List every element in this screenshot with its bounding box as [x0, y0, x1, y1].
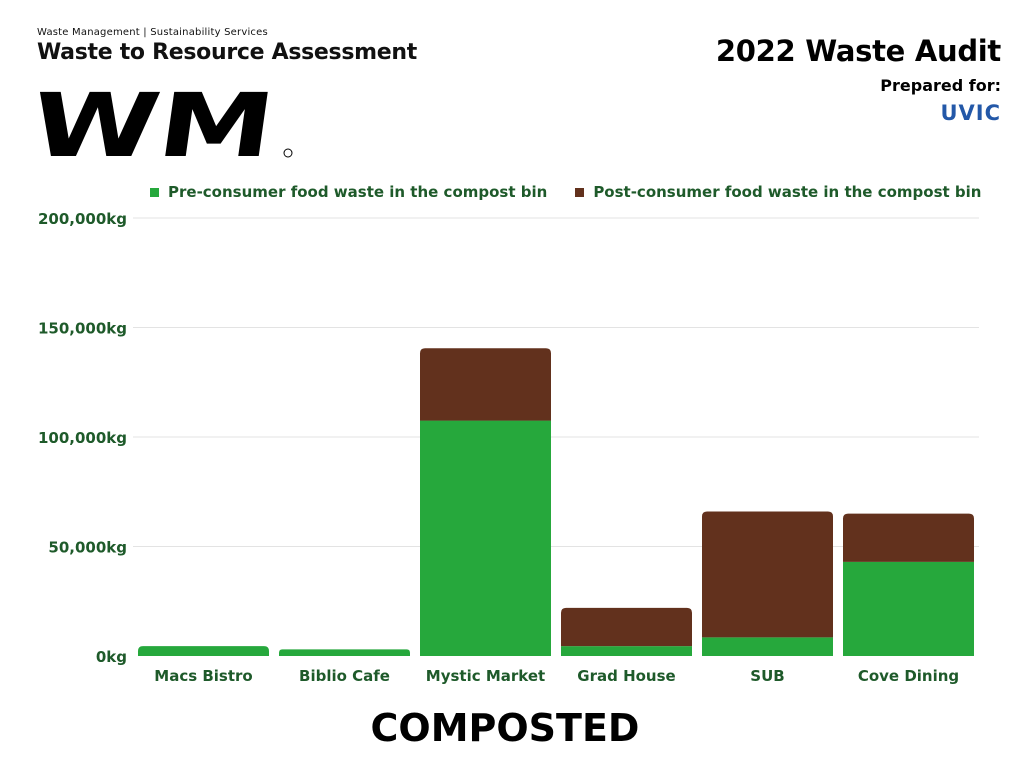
x-tick-label: SUB — [750, 667, 784, 685]
y-tick-label: 100,000kg — [38, 429, 127, 447]
bar-segment-post-consumer — [843, 513, 974, 562]
wm-logo: WM — [25, 74, 297, 177]
x-tick-label: Macs Bistro — [154, 667, 252, 685]
y-tick-label: 200,000kg — [38, 210, 127, 228]
report-subtitle: Waste Management | Sustainability Servic… — [37, 27, 268, 38]
bar-segment-post-consumer — [561, 607, 692, 647]
x-tick-label: Mystic Market — [426, 667, 545, 685]
y-tick-label: 0kg — [96, 648, 127, 666]
y-tick-label: 150,000kg — [38, 320, 127, 338]
svg-text:WM: WM — [37, 88, 281, 160]
client-logo: UVIC — [940, 101, 1001, 125]
report-header: Waste Management | Sustainability Servic… — [37, 27, 417, 65]
bar-segment-pre-consumer — [279, 649, 410, 656]
legend-item-pre-consumer: Pre-consumer food waste in the compost b… — [150, 183, 547, 201]
legend-swatch-pre-consumer — [150, 187, 159, 197]
prepared-for-label: Prepared for: — [880, 76, 1001, 95]
bar-segment-pre-consumer — [843, 561, 974, 656]
audit-header: 2022 Waste Audit Prepared for: UVIC — [716, 34, 1001, 125]
chart-legend: Pre-consumer food waste in the compost b… — [150, 183, 981, 201]
y-tick-label: 50,000kg — [48, 539, 127, 557]
legend-label-post-consumer: Post-consumer food waste in the compost … — [593, 183, 982, 201]
bar-segment-pre-consumer — [138, 646, 269, 656]
chart-footer-title: COMPOSTED — [370, 706, 640, 750]
bar-segment-pre-consumer — [561, 646, 692, 656]
report-title: Waste to Resource Assessment — [37, 40, 417, 65]
bar-segment-post-consumer — [702, 511, 833, 638]
audit-title: 2022 Waste Audit — [715, 34, 1001, 68]
legend-label-pre-consumer: Pre-consumer food waste in the compost b… — [168, 183, 548, 201]
legend-item-post-consumer: Post-consumer food waste in the compost … — [575, 183, 981, 201]
bar-segment-post-consumer — [420, 348, 551, 421]
x-tick-label: Biblio Cafe — [299, 667, 390, 685]
x-tick-label: Grad House — [577, 667, 675, 685]
x-tick-label: Cove Dining — [858, 667, 959, 685]
bar-segment-pre-consumer — [702, 637, 833, 656]
legend-swatch-post-consumer — [575, 187, 585, 197]
bar-segment-pre-consumer — [420, 420, 551, 656]
